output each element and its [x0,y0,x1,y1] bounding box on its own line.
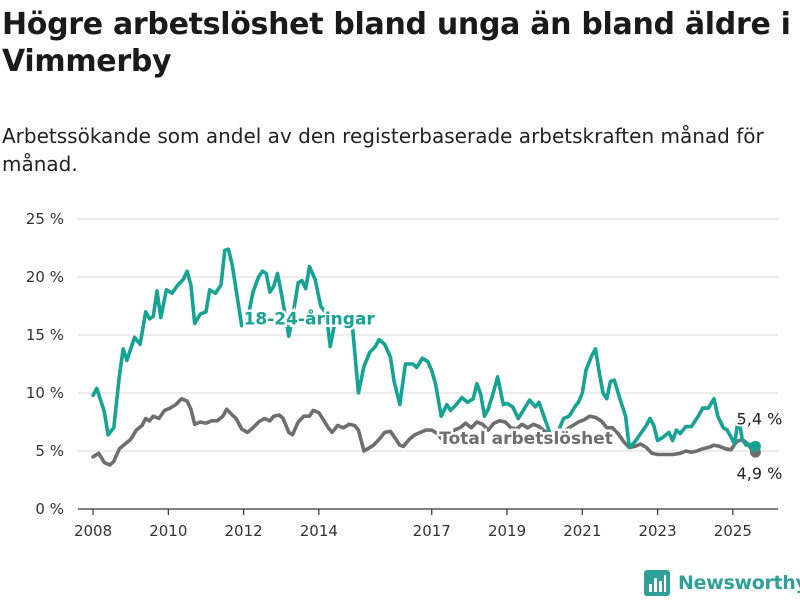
x-tick-label: 2014 [300,522,338,540]
series-label-total: Total arbetslöshet [439,429,613,449]
x-tick-label: 2025 [714,522,752,540]
end-value-youth: 5,4 % [737,409,783,428]
y-tick-label: 20 % [26,268,64,286]
series-line [91,397,758,467]
x-tick-label: 2012 [224,522,262,540]
series-labels: 18-24-åringar Total arbetslöshet 5,4 % 4,9 … [241,305,784,485]
series-line [91,247,758,450]
x-tick-label: 2008 [74,522,112,540]
x-axis: 2008 2010 2012 2014 2017 2019 2021 2023 2025 [74,509,752,540]
newsworthy-logo: Newsworthy [644,568,800,598]
gridlines [78,218,778,452]
line-chart: 0 %5 %10 %15 %20 %25 % 2008 2010 2012 2014 2… [26,210,784,540]
y-tick-label: 0 % [35,500,64,518]
bar-chart-logo-icon [644,570,670,596]
chart-subtitle: Arbetssökande som andel av den registerb… [2,124,764,176]
series-lines [91,247,761,467]
x-tick-label: 2010 [149,522,187,540]
end-value-total: 4,9 % [737,464,783,483]
y-tick-label: 5 % [35,442,64,460]
brand-name: Newsworthy [678,572,800,594]
x-tick-label: 2023 [638,522,676,540]
series-label-youth: 18-24-åringar [244,308,376,330]
series-end-point [749,440,761,452]
x-tick-label: 2017 [413,522,451,540]
y-tick-label: 15 % [26,326,64,344]
x-tick-label: 2019 [488,522,526,540]
chart-title: Högre arbetslöshet bland unga än bland ä… [2,7,791,79]
y-axis: 0 % 5 % 10 % 15 % 20 % 25 % [26,210,64,518]
x-tick-label: 2021 [563,522,601,540]
y-tick-label: 25 % [26,210,64,228]
y-tick-label: 10 % [26,384,64,402]
